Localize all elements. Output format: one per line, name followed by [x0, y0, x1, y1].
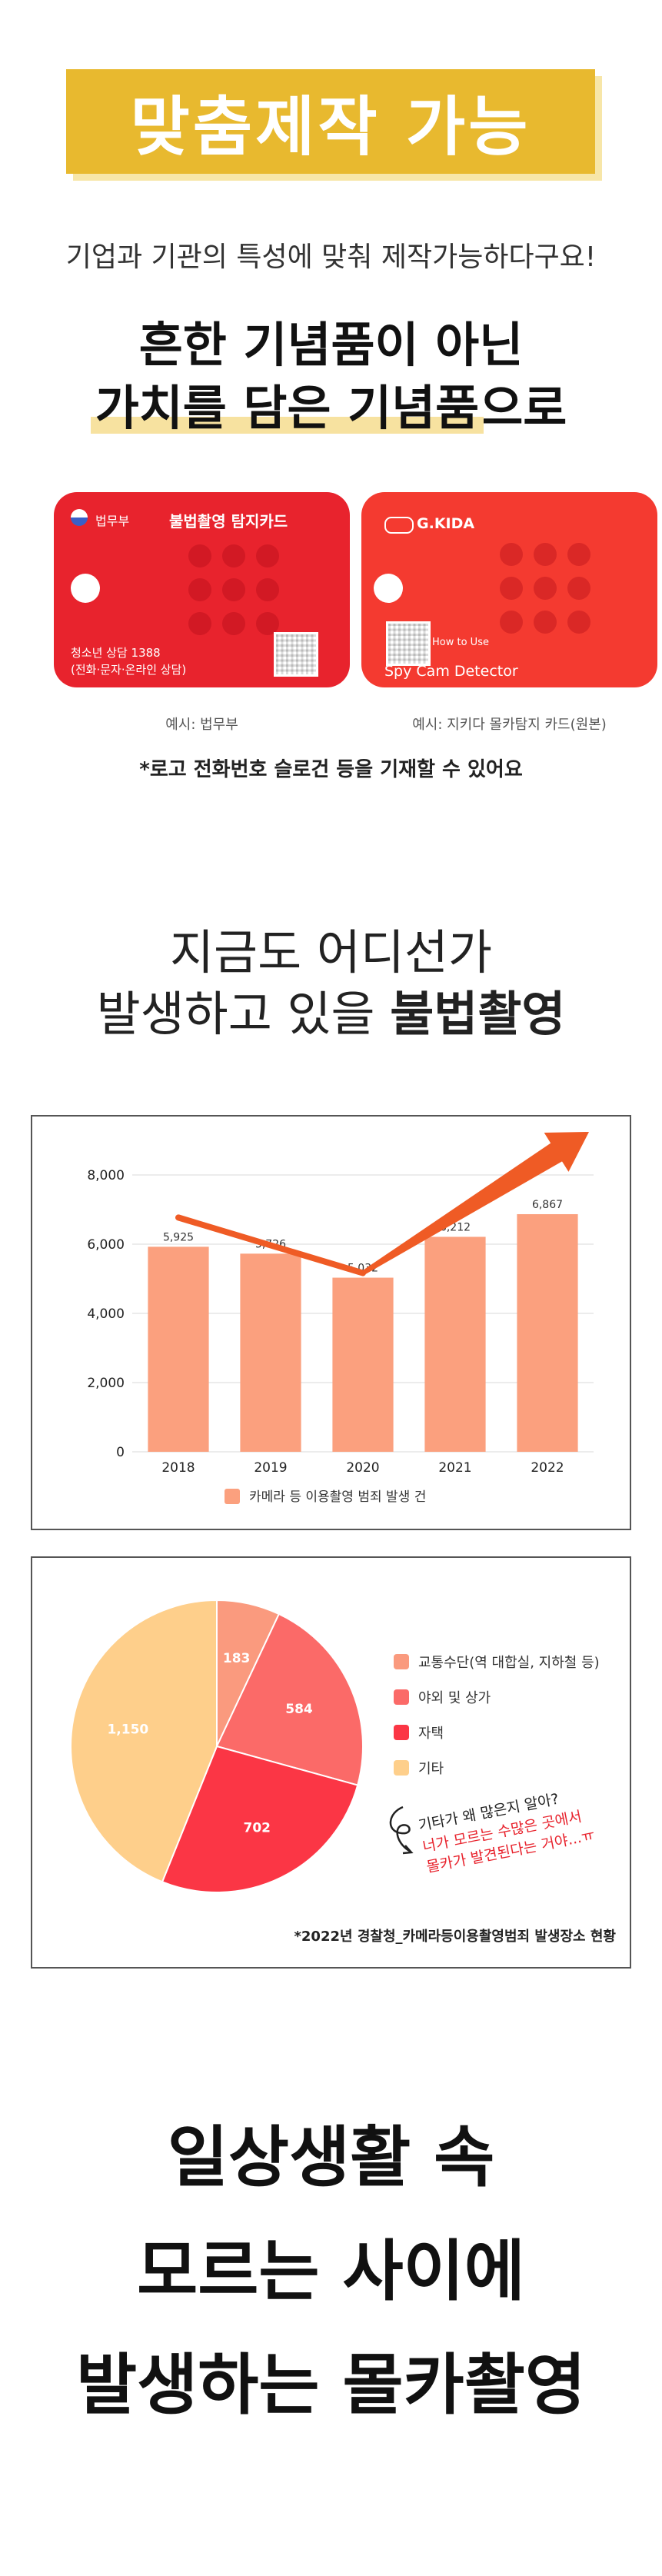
card-footer-line-2: (전화·문자·온라인 상담) [71, 663, 187, 677]
pie-value-label: 702 [243, 1821, 271, 1836]
bar-legend: 카메라 등 이용촬영 범죄 발생 건 [225, 1489, 426, 1505]
x-tick-label: 2018 [161, 1460, 195, 1476]
final-line-3: 발생하는 몰카촬영 [76, 2347, 586, 2424]
bar [148, 1246, 209, 1452]
card-title: Spy Cam Detector [384, 663, 518, 680]
legend-item: 야외 및 상가 [394, 1679, 600, 1715]
pie-chart: 183 584 702 1,150 [70, 1599, 364, 1893]
bar [240, 1253, 301, 1452]
card-hole [71, 574, 100, 603]
legend-label: 카메라 등 이용촬영 범죄 발생 건 [249, 1489, 426, 1505]
x-tick-label: 2022 [531, 1460, 564, 1476]
pie-legend: 교통수단(역 대합실, 지하철 등) 야외 및 상가 자택 기타 [394, 1644, 600, 1786]
custom-order-banner: 맞춤제작 가능 [66, 69, 595, 174]
headline-line-1: 흔한 기념품이 아닌 [138, 317, 524, 373]
x-tick-label: 2019 [254, 1460, 287, 1476]
card-org: 법무부 [95, 514, 130, 528]
bar-chart-panel: 0 2,000 4,000 6,000 8,000 5,925 2018 5,726 2019 5… [31, 1115, 631, 1530]
bar [517, 1213, 578, 1452]
qr-code-icon [274, 632, 318, 677]
highlight-marker [90, 417, 484, 434]
y-tick-label: 2,000 [87, 1376, 125, 1391]
ministry-card-example: 법무부 불법촬영 탐지카드 청소년 상담 1388 (전화·문자·온라인 상담) [54, 492, 350, 687]
card-caption-left: 예시: 법무부 [165, 717, 238, 733]
pie-slice [70, 1599, 218, 1883]
pie-chart-panel: 183 584 702 1,150 교통수단(역 대합실, 지하철 등) 야외 및 상… [31, 1556, 631, 1969]
pie-value-label: 1,150 [107, 1722, 148, 1738]
card-footer-line-1: 청소년 상담 1388 [71, 646, 161, 660]
headline-highlight: 가치를 담은 기념품 [90, 384, 484, 434]
legend-swatch [225, 1489, 240, 1504]
card-title: 불법촬영 탐지카드 [169, 512, 288, 531]
card-org: G.KIDA [417, 515, 475, 532]
x-tick-label: 2021 [438, 1460, 471, 1476]
card-how-to-use: How to Use [432, 637, 489, 648]
data-source: *2022년 경찰청_카메라등이용촬영범죄 발생장소 현황 [294, 1929, 616, 1945]
card-caption-right: 예시: 지키다 몰카탐지 카드(원본) [412, 717, 607, 733]
final-line-2: 모르는 사이에 [137, 2233, 525, 2310]
headline-line-2: 가치를 담은 기념품 으로 [0, 384, 662, 434]
bar [424, 1236, 486, 1452]
y-tick-label: 4,000 [87, 1306, 125, 1322]
legend-item: 교통수단(역 대합실, 지하철 등) [394, 1644, 600, 1679]
handwritten-annotation: 기타가 왜 많은지 알아? 너가 모르는 수많은 곳에서 몰카가 발견된다는 거… [417, 1790, 597, 1876]
pie-slice [161, 1745, 359, 1893]
trend-arrow-icon [361, 1132, 589, 1276]
card-hole [374, 574, 403, 603]
bar-value-label: 6,867 [532, 1199, 563, 1211]
card-lens-grid [500, 543, 590, 634]
intro-subtitle: 기업과 기관의 특성에 맞춰 제작가능하다구요! [65, 241, 597, 273]
y-tick-label: 0 [116, 1445, 125, 1460]
y-tick-label: 8,000 [87, 1168, 125, 1183]
y-tick-label: 6,000 [87, 1237, 125, 1253]
x-tick-label: 2020 [346, 1460, 379, 1476]
legend-item: 기타 [394, 1750, 600, 1786]
bar-value-label: 5,925 [163, 1231, 194, 1243]
qr-code-icon [386, 621, 431, 666]
pie-slice [215, 1612, 364, 1786]
government-emblem-icon [71, 509, 88, 526]
legend-swatch [394, 1689, 409, 1705]
section2-line-1: 지금도 어디선가 [170, 924, 492, 980]
pie-value-label: 183 [223, 1651, 251, 1666]
banner-title: 맞춤제작 가능 [130, 88, 531, 165]
pie-value-label: 584 [285, 1702, 313, 1717]
final-line-1: 일상생활 속 [167, 2119, 495, 2196]
card-lens-grid [188, 544, 279, 635]
legend-swatch [394, 1725, 409, 1740]
curl-arrow-icon [389, 1806, 414, 1855]
trend-line [175, 1214, 366, 1276]
bar [332, 1277, 394, 1452]
legend-swatch [394, 1760, 409, 1776]
gkida-logo-icon [384, 517, 414, 534]
gkida-card-example: G.KIDA How to Use Spy Cam Detector [361, 492, 657, 687]
bar-chart: 02,0004,0006,0008,0005,92520185,72620195… [87, 1132, 594, 1505]
legend-item: 자택 [394, 1715, 600, 1750]
legend-swatch [394, 1654, 409, 1669]
customization-note: *로고 전화번호 슬로건 등을 기재할 수 있어요 [139, 758, 523, 781]
section2-line-2: 발생하고 있을 불법촬영 [96, 986, 566, 1042]
